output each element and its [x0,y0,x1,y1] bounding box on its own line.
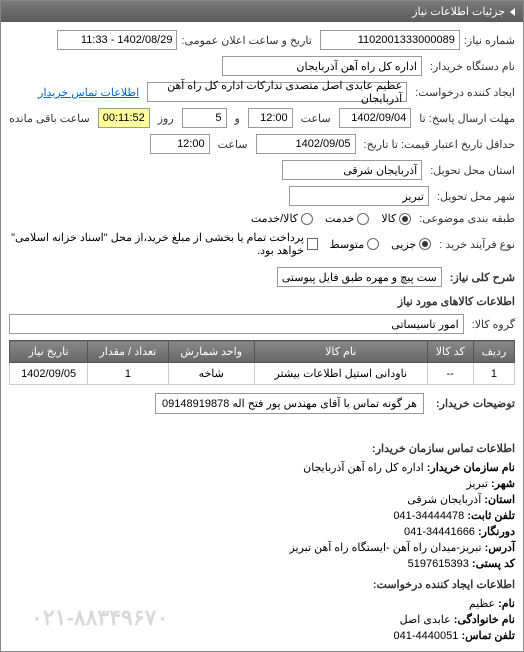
request-number-field: 1102001333000089 [320,30,460,50]
th-qty: تعداد / مقدار [88,341,168,363]
contact-address-label: آدرس: [485,542,515,554]
category-label: طبقه بندی موضوعی: [419,212,515,225]
th-name: نام کالا [254,341,427,363]
contact-phone: 34444478-041 [393,510,464,522]
radio-small[interactable]: جزیی [391,238,431,251]
table-row: 1 -- ناودانی استیل اطلاعات بیشتر شاخه 1 … [10,363,515,385]
td-qty: 1 [88,363,168,385]
contact-org: اداره کل راه آهن آذربایجان [303,462,424,474]
contact-phone2: 4440051-041 [394,630,459,642]
radio-medium-icon [367,238,379,250]
time-label1: ساعت [301,112,331,125]
radio-kala-label: کالا [381,212,396,225]
radio-small-label: جزیی [391,238,416,251]
th-row: ردیف [473,341,514,363]
buyer-desc-field: هر گونه تماس با آقای مهندس پور فتح اله 0… [155,393,424,414]
goods-table: ردیف کد کالا نام کالا واحد شمارش تعداد /… [9,340,515,385]
day-label: روز [158,112,174,125]
validity-date-field: 1402/09/05 [256,134,356,154]
purchase-type-radio-group: جزیی متوسط پرداخت تمام یا بخشی از مبلغ خ… [9,231,431,257]
td-code: -- [427,363,473,385]
th-date: تاریخ نیاز [10,341,88,363]
contact-org-label: نام سازمان خریدار: [427,462,515,474]
contact-city-label: شهر: [491,478,515,490]
remaining-label: ساعت باقی مانده [9,112,90,125]
contact-phone2-label: تلفن تماس: [461,630,515,642]
validity-label: حداقل تاریخ اعتبار قیمت: تا تاریخ: [364,138,515,151]
buyer-org-label: نام دستگاه خریدار: [430,60,515,73]
deadline-label: مهلت ارسال پاسخ: تا [419,112,515,125]
contact-province-label: استان: [484,494,515,506]
checkbox-note-item[interactable]: پرداخت تمام یا بخشی از مبلغ خرید،از محل … [9,231,318,257]
goods-section-title: اطلاعات کالاهای مورد نیاز [9,295,515,308]
deadline-date-field: 1402/09/04 [339,108,412,128]
goods-group-label: گروه کالا: [472,318,515,331]
radio-kala-khadmat[interactable]: کالا/خدمت [251,212,313,225]
radio-kala[interactable]: کالا [381,212,411,225]
delivery-province-field: آذربایجان شرقی [282,160,422,180]
deadline-time-field: 12:00 [248,108,293,128]
radio-khadmat[interactable]: خدمت [325,212,369,225]
announce-datetime-field: 1402/08/29 - 11:33 [57,30,177,50]
delivery-city-field: تبریز [289,186,429,206]
contact-surname-label: نام خانوادگی: [454,614,515,626]
contact-address: تبریز-میدان راه آهن -ایستگاه راه آهن تبر… [289,542,481,554]
request-number-label: شماره نیاز: [464,34,515,47]
contact-city: تبریز [466,478,488,490]
delivery-province-label: استان محل تحویل: [430,164,515,177]
validity-time-field: 12:00 [150,134,210,154]
remaining-time-field: 00:11:52 [98,108,150,128]
radio-khadmat-label: خدمت [325,212,354,225]
contact-name: عظیم [469,598,495,610]
buyer-desc-label: توضیحات خریدار: [436,397,515,410]
th-unit: واحد شمارش [168,341,254,363]
contact-province: آذربایجان شرقی [407,494,481,506]
td-row: 1 [473,363,514,385]
contact-phone-label: تلفن ثابت: [467,510,515,522]
purchase-type-label: نوع فرآیند خرید : [439,238,515,251]
time-label2: ساعت [218,138,248,151]
checkbox-note-icon [307,238,318,250]
td-name: ناودانی استیل اطلاعات بیشتر [254,363,427,385]
td-unit: شاخه [168,363,254,385]
goods-group-field: امور تاسیساتی [9,314,464,334]
contact-link[interactable]: اطلاعات تماس خریدار [38,86,139,99]
panel-header: جزئیات اطلاعات نیاز [1,1,523,22]
radio-medium[interactable]: متوسط [330,238,380,251]
table-header-row: ردیف کد کالا نام کالا واحد شمارش تعداد /… [10,341,515,363]
requester-label: ایجاد کننده درخواست: [415,86,515,99]
contact-section: اطلاعات تماس سازمان خریدار: نام سازمان خ… [1,428,523,651]
td-date: 1402/09/05 [10,363,88,385]
details-panel: جزئیات اطلاعات نیاز شماره نیاز: 11020013… [0,0,524,652]
requester-field: عظیم عابدی اصل متصدی تدارکات اداره کل را… [147,82,407,102]
collapse-icon[interactable] [510,8,515,16]
announce-datetime-label: تاریخ و ساعت اعلان عمومی: [181,34,311,47]
summary-label: شرح کلی نیاز: [450,271,515,284]
radio-kala-khadmat-icon [301,213,313,225]
contact-postal: 5197615393 [408,558,469,570]
category-radio-group: کالا خدمت کالا/خدمت [251,212,411,225]
contact-postal-label: کد پستی: [472,558,515,570]
form-body: شماره نیاز: 1102001333000089 تاریخ و ساع… [1,22,523,428]
panel-title: جزئیات اطلاعات نیاز [412,5,505,18]
radio-small-icon [419,238,431,250]
radio-kala-icon [399,213,411,225]
days-field: 5 [182,108,227,128]
contact-surname: عابدی اصل [400,614,451,626]
radio-khadmat-icon [357,213,369,225]
and-label: و [235,112,240,125]
buyer-org-field: اداره کل راه آهن آذربایجان [222,56,422,76]
contact-fax: 34441666-041 [404,526,475,538]
contact-section-title: اطلاعات تماس سازمان خریدار: [9,442,515,455]
contact-fax-label: دورنگار: [478,526,515,538]
summary-field: ست پیچ و مهره طبق فایل پیوستی [277,267,442,287]
radio-kala-khadmat-label: کالا/خدمت [251,212,298,225]
delivery-city-label: شهر محل تحویل: [437,190,515,203]
radio-medium-label: متوسط [330,238,365,251]
requester-section-title: اطلاعات ایجاد کننده درخواست: [9,578,515,591]
th-code: کد کالا [427,341,473,363]
checkbox-note-label: پرداخت تمام یا بخشی از مبلغ خرید،از محل … [9,231,304,257]
contact-name-label: نام: [498,598,515,610]
